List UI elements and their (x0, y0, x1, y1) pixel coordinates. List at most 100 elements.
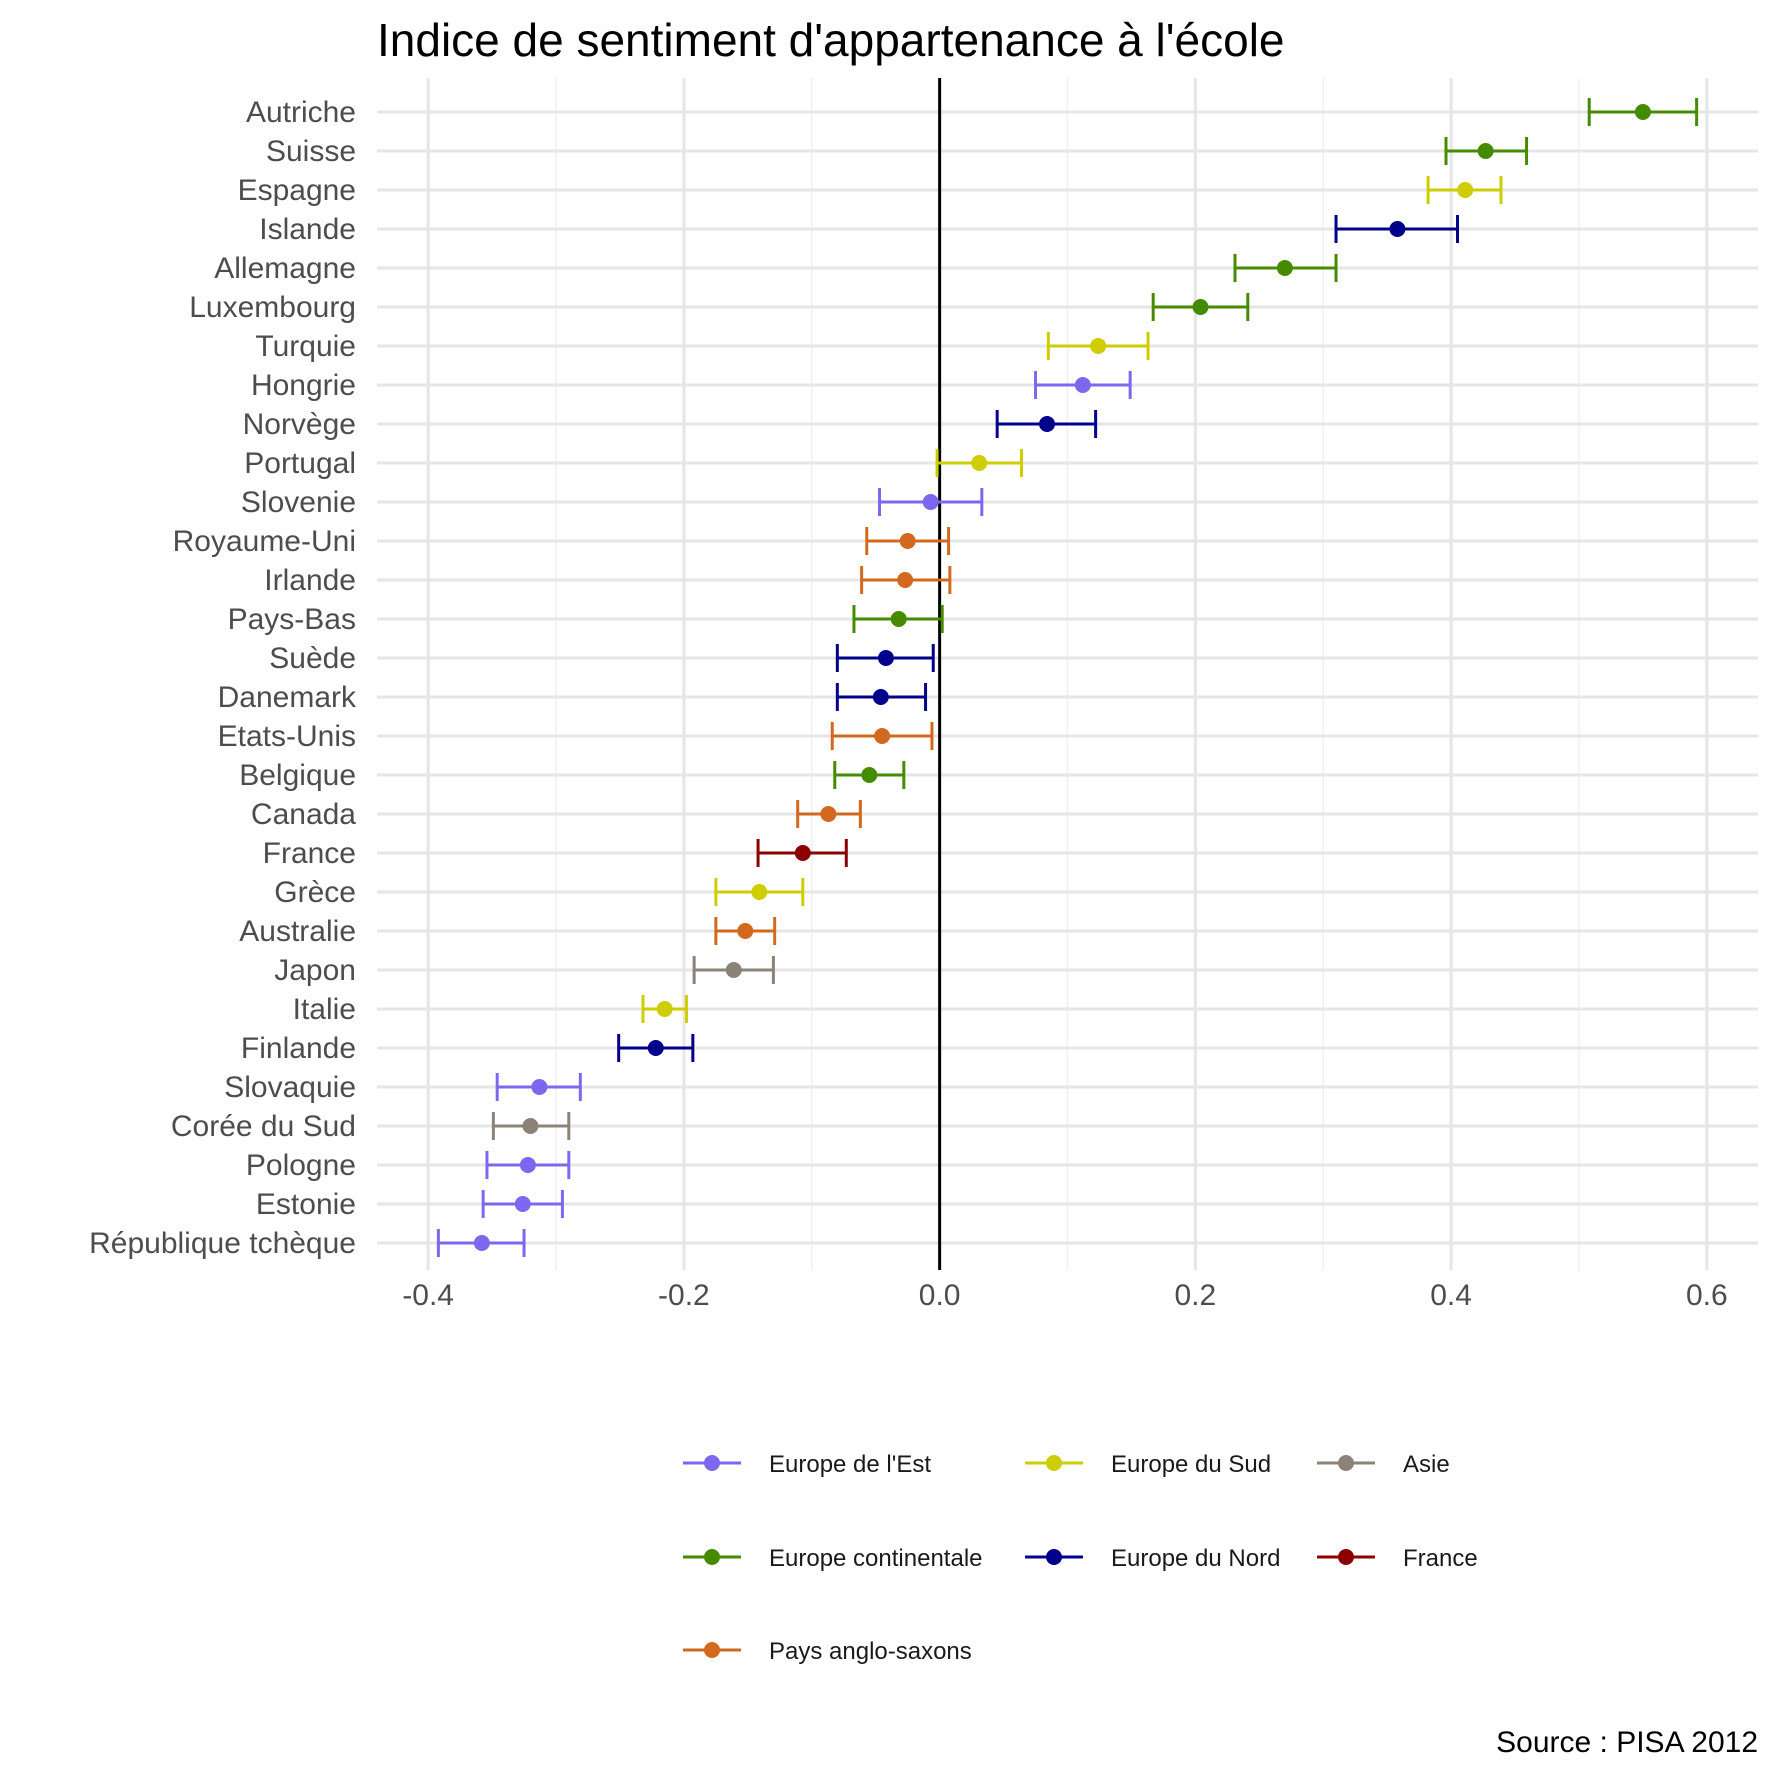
data-point (1477, 143, 1494, 159)
data-point (737, 923, 754, 939)
data-point (872, 689, 889, 705)
data-point-group (852, 605, 944, 633)
y-tick-label: Norvège (243, 408, 356, 441)
data-point-group (935, 449, 1023, 477)
x-tick-label: -0.2 (658, 1279, 710, 1312)
x-tick-label: 0.6 (1686, 1279, 1728, 1312)
y-tick-label: Grèce (274, 876, 356, 909)
x-tick-label: 0.0 (919, 1279, 961, 1312)
data-point-group (692, 956, 775, 984)
y-axis-labels: Autriche Suisse Espagne Islande Allemagne Lux… (89, 96, 357, 1260)
legend-item: Europe du Nord (1025, 1545, 1280, 1572)
x-tick-label: -0.4 (402, 1279, 454, 1312)
data-point (922, 494, 939, 510)
y-tick-label: Autriche (246, 96, 356, 129)
data-point-group (835, 644, 935, 672)
y-tick-label: Allemagne (214, 252, 356, 285)
data-point-group (830, 722, 934, 750)
legend-swatch-dot (1046, 1455, 1062, 1471)
y-tick-label: Irlande (264, 564, 356, 597)
data-point (1090, 338, 1107, 354)
data-point-group (995, 410, 1098, 438)
data-point (1276, 260, 1293, 276)
y-tick-label: Etats-Unis (218, 720, 356, 753)
data-point (647, 1040, 664, 1056)
data-point-group (1444, 137, 1529, 165)
y-tick-label: Finlande (241, 1032, 356, 1065)
data-point (971, 455, 988, 471)
data-point-group (481, 1190, 564, 1218)
data-point (519, 1157, 536, 1173)
y-tick-label: Espagne (238, 174, 356, 207)
y-tick-label: Portugal (244, 447, 356, 480)
data-point-group (1034, 371, 1132, 399)
y-tick-label: Belgique (239, 759, 356, 792)
data-point (514, 1196, 531, 1212)
y-tick-label: Corée du Sud (171, 1110, 356, 1143)
data-point (751, 884, 768, 900)
legend-label: Pays anglo-saxons (769, 1638, 972, 1665)
y-tick-label: Hongrie (251, 369, 356, 402)
data-point-group (1426, 176, 1503, 204)
data-point-group (1233, 254, 1338, 282)
legend-label: France (1403, 1545, 1478, 1572)
y-tick-label: Suisse (266, 135, 356, 168)
y-tick-label: Danemark (218, 681, 357, 714)
legend-label: Asie (1403, 1451, 1450, 1478)
grid-minor (555, 78, 1580, 1270)
data-point (1039, 416, 1056, 432)
x-tick-label: 0.2 (1175, 1279, 1217, 1312)
y-tick-label: Italie (293, 993, 356, 1026)
data-point (473, 1235, 490, 1251)
data-point-group (865, 527, 951, 555)
y-tick-label: Royaume-Uni (173, 525, 356, 558)
data-point (1389, 221, 1406, 237)
data-point (877, 650, 894, 666)
data-point-group (436, 1229, 526, 1257)
data-point-group (714, 878, 805, 906)
y-tick-label: Pologne (246, 1149, 356, 1182)
legend-swatch-dot (1046, 1549, 1062, 1565)
data-point-group (878, 488, 984, 516)
y-tick-label: Estonie (256, 1188, 356, 1221)
data-point-group (1334, 215, 1460, 243)
data-point-group (1151, 293, 1250, 321)
data-point-group (617, 1034, 695, 1062)
data-point (522, 1118, 539, 1134)
legend-label: Europe du Sud (1111, 1451, 1271, 1478)
data-point-group (756, 839, 848, 867)
chart-title: Indice de sentiment d'appartenance à l'é… (377, 14, 1285, 66)
data-point (899, 533, 916, 549)
data-point-group (491, 1112, 571, 1140)
legend-label: Europe de l'Est (769, 1451, 931, 1478)
legend-item: Europe continentale (683, 1545, 983, 1572)
data-point (725, 962, 742, 978)
legend-label: Europe continentale (769, 1545, 983, 1572)
data-point (861, 767, 878, 783)
data-point (897, 572, 914, 588)
data-marks (436, 98, 1699, 1257)
data-point-group (796, 800, 862, 828)
data-point-group (833, 761, 906, 789)
y-tick-label: Turquie (255, 330, 356, 363)
data-point-group (1046, 332, 1150, 360)
data-point (1634, 104, 1651, 120)
data-point-group (1587, 98, 1699, 126)
legend-item: Europe de l'Est (683, 1451, 931, 1478)
y-tick-label: Slovenie (241, 486, 356, 519)
data-point-group (860, 566, 952, 594)
y-tick-label: Islande (259, 213, 356, 246)
legend-item: France (1317, 1545, 1478, 1572)
y-tick-label: Suède (269, 642, 356, 675)
legend-swatch-dot (1338, 1455, 1354, 1471)
legend-item: Pays anglo-saxons (683, 1638, 972, 1665)
source-caption: Source : PISA 2012 (1496, 1726, 1758, 1759)
y-tick-label: Canada (251, 798, 356, 831)
data-point (1457, 182, 1474, 198)
y-tick-label: France (263, 837, 356, 870)
legend-item: Asie (1317, 1451, 1450, 1478)
data-point (1192, 299, 1209, 315)
data-point (890, 611, 907, 627)
data-point (794, 845, 811, 861)
